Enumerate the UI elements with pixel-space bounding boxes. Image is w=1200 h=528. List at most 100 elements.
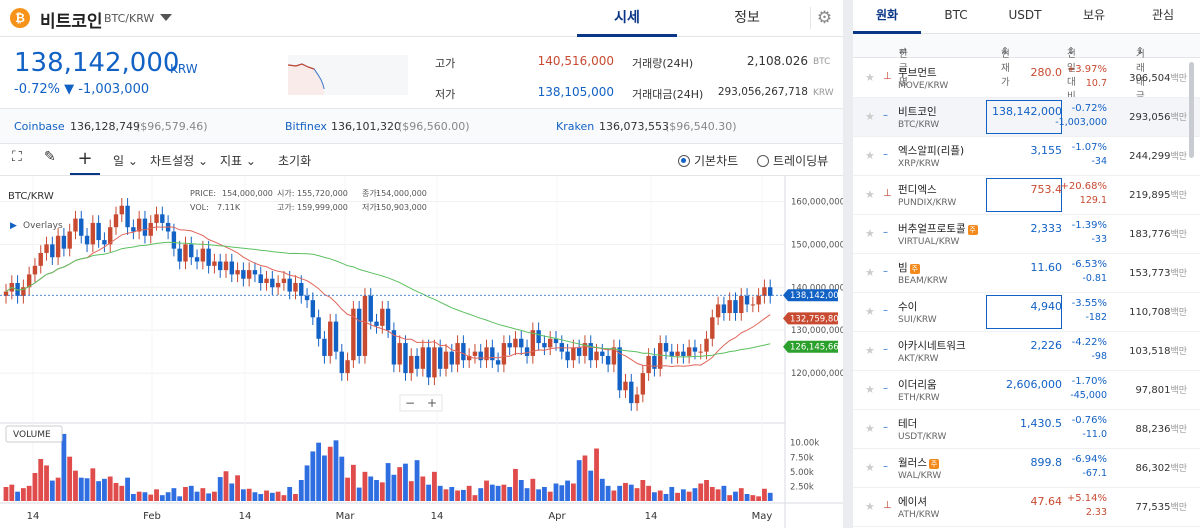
candle: [281, 278, 287, 283]
candle: [443, 351, 449, 369]
tab-btc[interactable]: BTC: [944, 8, 968, 22]
volume-bar: [657, 490, 663, 501]
market-row[interactable]: ★ – 엑스알피(리플) XRP/KRW 3,155 -1.07% -34 244,299백만: [853, 137, 1200, 176]
volume-bar: [38, 459, 44, 501]
x-tick-label: May: [752, 511, 773, 522]
candle: [750, 304, 756, 306]
candle: [270, 278, 275, 288]
star-icon[interactable]: ★: [865, 305, 875, 318]
overlays-toggle[interactable]: Overlays: [23, 221, 63, 231]
market-row[interactable]: ★ – 월러스 주 WAL/KRW 899.8 -6.94% -67.1 86,302백만: [853, 449, 1200, 488]
candle: [455, 343, 460, 365]
market-row[interactable]: ★ – 버추얼프로토콜 주 VIRTUAL/KRW 2,333 -1.39% -33 183,7…: [853, 215, 1200, 254]
basic-chart-radio[interactable]: 기본차트: [678, 152, 738, 169]
crosshair-icon[interactable]: +: [70, 144, 100, 175]
candle: [26, 274, 32, 288]
scrollbar[interactable]: [1189, 62, 1194, 158]
market-row[interactable]: ★ – 빔 주 BEAM/KRW 11.60 -6.53% -0.81 153,773백만: [853, 254, 1200, 293]
star-icon[interactable]: ★: [865, 71, 875, 84]
coin-pair: USDT/KRW: [898, 432, 947, 442]
market-row[interactable]: ★ ⊥ 에이셔 ATH/KRW 47.64 +5.14% 2.33 77,535백만: [853, 488, 1200, 527]
candle: [264, 278, 269, 283]
market-row[interactable]: ★ – 이더리움 ETH/KRW 2,606,000 -1.70% -45,000 97,80…: [853, 371, 1200, 410]
volume-bar: [391, 474, 397, 501]
tab-holdings[interactable]: 보유: [1082, 8, 1106, 22]
low-value: 138,105,000: [537, 85, 614, 99]
change-pct: +5.14%: [1066, 493, 1107, 504]
star-icon[interactable]: ★: [865, 344, 875, 357]
x-tick-label: Apr: [548, 511, 566, 522]
volume-label: 거래량(24H): [632, 57, 694, 70]
tradingview-radio[interactable]: 트레이딩뷰: [757, 152, 828, 169]
coin-name: 버추얼프로토콜 주: [898, 221, 978, 236]
candle: [449, 351, 454, 365]
star-icon[interactable]: ★: [865, 422, 875, 435]
candle: [524, 347, 530, 356]
volume-bar: [414, 460, 420, 501]
star-icon[interactable]: ★: [865, 149, 875, 162]
volume-bar: [350, 464, 356, 501]
overlays-toggle-icon[interactable]: ▶: [10, 221, 17, 231]
star-icon[interactable]: ★: [865, 383, 875, 396]
star-icon[interactable]: ★: [865, 110, 875, 123]
tab-usdt[interactable]: USDT: [1008, 8, 1042, 22]
star-icon[interactable]: ★: [865, 188, 875, 201]
volume-bar: [605, 485, 611, 501]
zoom-out-button[interactable]: −: [405, 396, 415, 410]
interval-select[interactable]: 일 ⌄: [113, 152, 138, 169]
trade-volume: 153,773백만: [1129, 266, 1187, 279]
star-icon[interactable]: ★: [865, 227, 875, 240]
coin-dropdown-icon[interactable]: [160, 14, 172, 21]
candle: [218, 261, 223, 271]
pencil-icon[interactable]: ✎: [44, 149, 56, 165]
volume-bar: [611, 490, 617, 501]
tab-price[interactable]: 시세: [577, 0, 677, 37]
market-row[interactable]: ★ ⊥ 무브먼트 MOVE/KRW 280.0 +3.97% 10.7 306,504백만: [853, 59, 1200, 98]
volume-bar: [49, 480, 55, 501]
star-icon[interactable]: ★: [865, 461, 875, 474]
volume-bar: [293, 494, 298, 501]
star-icon[interactable]: ★: [865, 266, 875, 279]
volume-bar: [449, 487, 455, 501]
current-price: 1,430.5: [1020, 417, 1062, 430]
tab-favorites[interactable]: 관심: [1151, 8, 1175, 22]
volume-bar: [287, 487, 293, 501]
volume-bar: [183, 487, 188, 501]
tab-info[interactable]: 정보: [734, 10, 760, 26]
volume-bar: [258, 494, 264, 501]
volume-bar: [443, 489, 449, 501]
candle: [287, 278, 292, 292]
trade-volume: 86,302백만: [1135, 461, 1187, 474]
amount-unit: KRW: [813, 88, 834, 98]
chart-settings-select[interactable]: 차트설정 ⌄: [150, 152, 208, 169]
zoom-in-button[interactable]: +: [427, 396, 437, 410]
tab-krw[interactable]: 원화: [853, 0, 921, 34]
volume-bar: [403, 463, 408, 501]
market-row[interactable]: ★ – 테더 USDT/KRW 1,430.5 -0.76% -11.0 88,236백만: [853, 410, 1200, 449]
volume-bar: [206, 493, 212, 501]
star-icon[interactable]: ★: [865, 500, 875, 513]
ohlc-info: 고가:: [277, 203, 294, 212]
market-row[interactable]: ★ – 비트코인 BTC/KRW 138,142,000 -0.72% -1,003,000…: [853, 98, 1200, 137]
market-row[interactable]: ★ – 아카시네트워크 AKT/KRW 2,226 -4.22% -98 103,518백만: [853, 332, 1200, 371]
candle: [385, 308, 391, 331]
volume-bar: [316, 442, 322, 501]
candle: [212, 261, 217, 266]
volume-bar: [588, 470, 594, 501]
change-amt: -98: [1091, 351, 1107, 362]
reset-button[interactable]: 초기화: [278, 154, 312, 168]
radio-checked-icon: [678, 155, 690, 167]
market-row[interactable]: ★ ⊥ 펀디엑스 PUNDIX/KRW 753.4 +20.68% 129.1 219,895…: [853, 176, 1200, 215]
candle: [113, 214, 119, 228]
candle: [634, 394, 640, 404]
gear-icon[interactable]: ⚙: [810, 7, 838, 29]
fullscreen-icon[interactable]: ⛶: [12, 149, 22, 165]
volume-bar: [229, 483, 235, 501]
exchange-name: Bitfinex: [285, 120, 327, 133]
candle: [374, 321, 379, 326]
market-row[interactable]: ★ – 수이 SUI/KRW 4,940 -3.55% -182 110,708백만: [853, 293, 1200, 332]
candlestick-chart[interactable]: 160,000,000 150,000,000 140,000,000 130,000…: [0, 176, 843, 528]
indicator-select[interactable]: 지표 ⌄: [220, 152, 256, 169]
candle: [548, 338, 553, 348]
